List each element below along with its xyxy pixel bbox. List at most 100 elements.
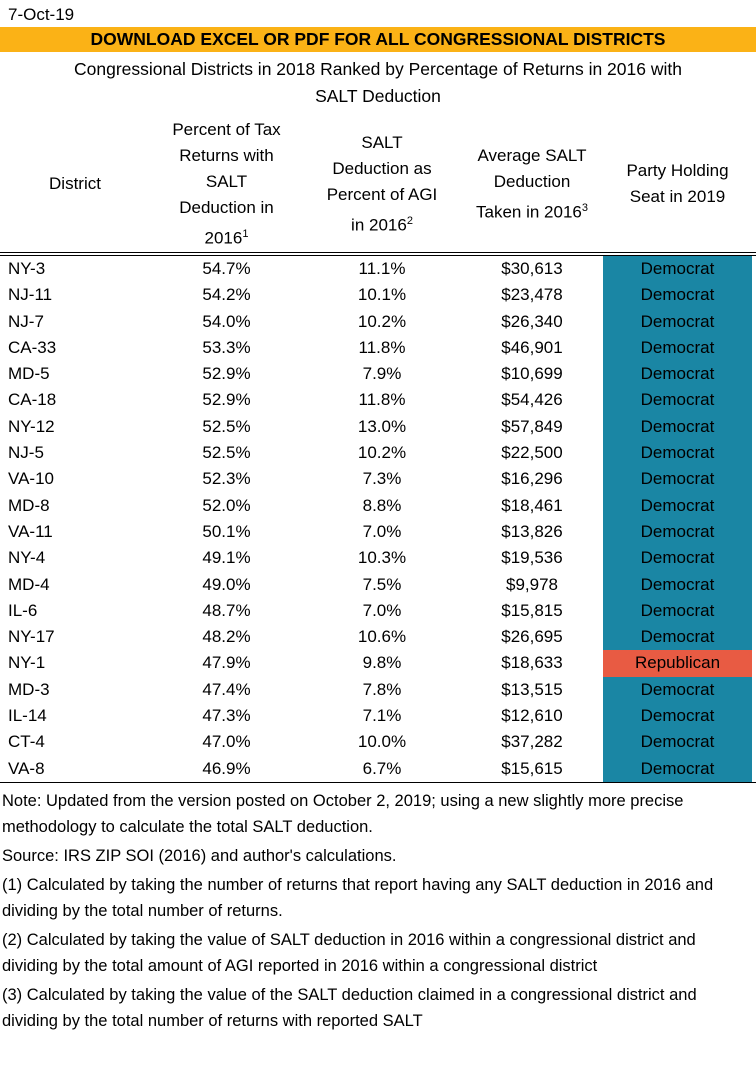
party-cell: Democrat [603, 518, 752, 546]
column-header: Percent of Tax Returns with SALT Deduction … [172, 119, 281, 248]
avg-deduction-cell: $54,426 [501, 390, 563, 410]
avg-deduction-cell: $10,699 [501, 364, 563, 384]
column-header: Average SALT Deduction Taken in 20163 [476, 145, 588, 222]
district-cell: NJ-11 [8, 285, 53, 305]
pct-returns-cell: 54.7% [202, 259, 251, 278]
pct-returns-cell: 54.0% [202, 311, 251, 331]
party-cell: Democrat [603, 571, 752, 598]
table-header-row: District Percent of Tax Returns with SALT De… [0, 116, 756, 256]
avg-deduction-cell: $22,500 [501, 443, 563, 463]
avg-deduction-cell: $12,610 [501, 706, 563, 726]
district-cell: NY-3 [8, 259, 46, 278]
table-row: VA-11 50.1% 7.0% $13,826 Democrat [0, 518, 756, 546]
pct-agi-cell: 7.0% [362, 521, 402, 541]
party-cell: Democrat [603, 676, 752, 704]
avg-deduction-cell: $26,340 [501, 311, 563, 331]
avg-deduction-cell: $18,633 [501, 653, 563, 673]
footnote-1: (1) Calculated by taking the number of r… [2, 875, 714, 920]
table-body: NY-3 54.7% 11.1% $30,613 Democrat NJ-11 … [0, 256, 756, 783]
table-row: IL-6 48.7% 7.0% $15,815 Democrat [0, 597, 756, 625]
table-row: CT-4 47.0% 10.0% $37,282 Democrat [0, 729, 756, 756]
avg-deduction-cell: $9,978 [506, 574, 558, 594]
pct-agi-cell: 9.8% [362, 653, 402, 673]
pct-agi-cell: 7.8% [362, 679, 402, 699]
avg-deduction-cell: $23,478 [501, 285, 563, 305]
party-cell: Democrat [603, 492, 752, 519]
district-cell: NY-12 [8, 416, 55, 436]
party-cell: Democrat [603, 361, 752, 388]
party-cell: Democrat [603, 729, 752, 756]
table-row: NJ-11 54.2% 10.1% $23,478 Democrat [0, 282, 756, 309]
district-cell: NY-17 [8, 627, 55, 647]
table-row: NY-4 49.1% 10.3% $19,536 Democrat [0, 545, 756, 572]
footnote-2: (2) Calculated by taking the value of SA… [2, 930, 696, 975]
pct-agi-cell: 7.0% [362, 600, 402, 620]
notes-section: Note: Updated from the version posted on… [0, 783, 750, 1034]
party-cell: Democrat [603, 413, 752, 441]
pct-returns-cell: 47.9% [202, 653, 251, 673]
party-cell: Democrat [603, 624, 752, 651]
avg-deduction-cell: $15,815 [501, 600, 563, 620]
note-update: Note: Updated from the version posted on… [2, 791, 684, 836]
pct-returns-cell: 52.9% [202, 390, 251, 410]
district-cell: MD-4 [8, 574, 50, 594]
pct-returns-cell: 54.2% [202, 285, 251, 305]
download-banner[interactable]: DOWNLOAD EXCEL OR PDF FOR ALL CONGRESSIO… [0, 27, 756, 52]
date-label: 7-Oct-19 [8, 5, 75, 24]
district-cell: NY-1 [8, 653, 46, 673]
district-cell: CT-4 [8, 732, 45, 752]
pct-returns-cell: 46.9% [202, 758, 251, 778]
pct-agi-cell: 11.8% [358, 390, 406, 410]
pct-returns-cell: 52.5% [202, 443, 251, 463]
district-cell: IL-14 [8, 706, 47, 726]
party-cell: Democrat [603, 334, 752, 362]
pct-returns-cell: 47.3% [202, 706, 251, 726]
avg-deduction-cell: $16,296 [501, 469, 563, 489]
pct-returns-cell: 52.3% [202, 469, 251, 489]
pct-returns-cell: 52.9% [202, 364, 251, 384]
party-cell: Democrat [603, 282, 752, 309]
pct-agi-cell: 7.3% [362, 469, 402, 489]
avg-deduction-cell: $13,826 [501, 521, 563, 541]
table-row: VA-10 52.3% 7.3% $16,296 Democrat [0, 466, 756, 493]
avg-deduction-cell: $15,615 [501, 758, 563, 778]
pct-returns-cell: 49.1% [202, 548, 251, 568]
table-row: NY-1 47.9% 9.8% $18,633 Republican [0, 650, 756, 677]
pct-agi-cell: 7.5% [362, 574, 402, 594]
pct-returns-cell: 48.7% [202, 600, 251, 620]
district-cell: VA-10 [8, 469, 54, 489]
table-row: CA-33 53.3% 11.8% $46,901 Democrat [0, 334, 756, 362]
district-cell: VA-11 [8, 521, 53, 541]
pct-agi-cell: 10.6% [357, 627, 407, 647]
pct-agi-cell: 10.2% [357, 443, 407, 463]
pct-agi-cell: 7.1% [362, 706, 402, 726]
district-cell: VA-8 [8, 758, 45, 778]
pct-agi-cell: 10.3% [357, 548, 407, 568]
avg-deduction-cell: $19,536 [501, 548, 563, 568]
table-row: NY-12 52.5% 13.0% $57,849 Democrat [0, 413, 756, 441]
avg-deduction-cell: $18,461 [501, 495, 563, 515]
pct-agi-cell: 10.2% [357, 311, 407, 331]
district-cell: MD-8 [8, 495, 50, 515]
pct-agi-cell: 6.7% [362, 758, 402, 778]
party-cell: Democrat [603, 545, 752, 572]
party-cell: Democrat [603, 703, 752, 730]
pct-agi-cell: 10.1% [357, 285, 407, 305]
pct-returns-cell: 53.3% [202, 337, 251, 357]
district-cell: CA-18 [8, 390, 57, 410]
table-row: NY-17 48.2% 10.6% $26,695 Democrat [0, 624, 756, 651]
pct-agi-cell: 11.8% [358, 337, 406, 357]
district-cell: CA-33 [8, 337, 57, 357]
table-row: MD-3 47.4% 7.8% $13,515 Democrat [0, 676, 756, 704]
avg-deduction-cell: $26,695 [501, 627, 563, 647]
download-banner-label: DOWNLOAD EXCEL OR PDF FOR ALL CONGRESSIO… [90, 29, 666, 49]
pct-agi-cell: 11.1% [358, 259, 406, 278]
column-header: SALT Deduction as Percent of AGI in 20162 [326, 132, 438, 235]
party-cell: Republican [603, 650, 752, 677]
column-header: District [49, 174, 101, 193]
avg-deduction-cell: $57,849 [501, 416, 563, 436]
table-row: MD-8 52.0% 8.8% $18,461 Democrat [0, 492, 756, 519]
party-cell: Democrat [603, 308, 752, 335]
pct-returns-cell: 50.1% [202, 521, 251, 541]
column-header: Party Holding Seat in 2019 [626, 161, 729, 206]
